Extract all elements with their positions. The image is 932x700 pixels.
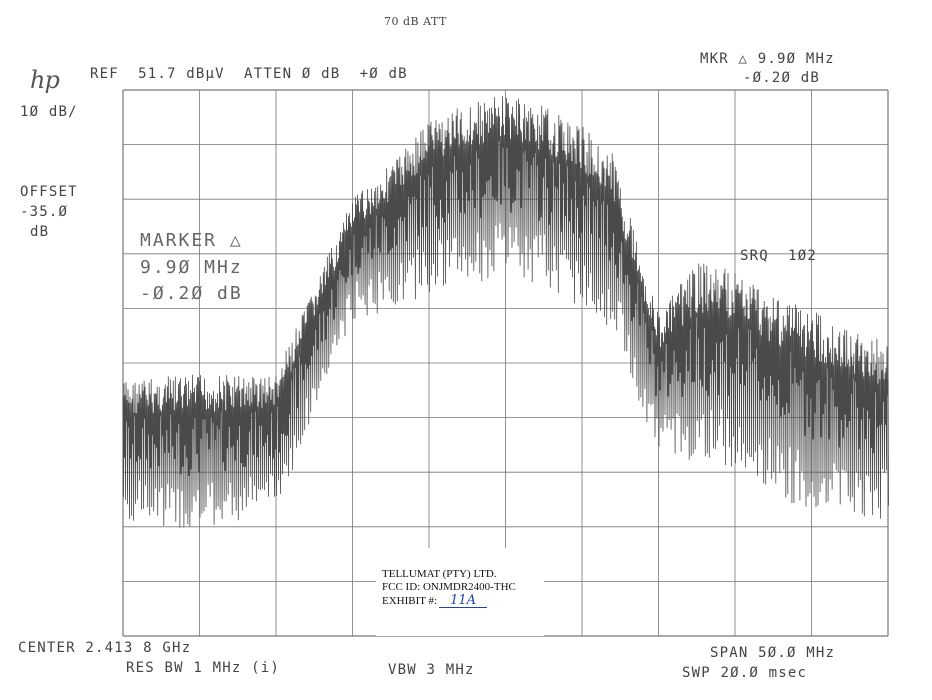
srq-indicator: SRQ 1Ø2 [740,248,818,264]
center-frequency: CENTER 2.413 8 GHz [18,640,192,656]
marker-readout-title: MARKER △ [140,230,243,251]
marker-readout-amp: -Ø.2Ø dB [140,283,243,304]
stamp-fcc-id: FCC ID: ONJMDR2400-THC [382,581,516,593]
scale-per-div: 1Ø dB/ [20,104,78,120]
stamp-exhibit-label: EXHIBIT #: [382,595,438,607]
marker-readout-freq: 9.9Ø MHz [140,257,243,278]
stamp-exhibit: EXHIBIT #: 11A [382,594,544,608]
span: SPAN 5Ø.Ø MHz [710,645,836,661]
offset-value: -35.Ø [20,204,69,220]
stamp-exhibit-number: 11A [439,594,488,608]
ref-level-line: REF 51.7 dBμV ATTEN Ø dB +Ø dB [90,66,408,82]
resolution-bandwidth: RES BW 1 MHz (i) [126,660,281,676]
marker-delta-freq: MKR △ 9.9Ø MHz [700,51,835,67]
video-bandwidth: VBW 3 MHz [388,662,475,678]
stamp-company: TELLUMAT (PTY) LTD. [382,568,497,580]
offset-unit: dB [30,224,50,240]
offset-label: OFFSET [20,184,78,200]
top-note: 70 dB ATT [384,15,447,28]
hp-logo: hp [30,66,60,94]
sweep-time: SWP 2Ø.Ø msec [682,665,808,681]
marker-delta-amp: -Ø.2Ø dB [743,70,821,86]
fcc-exhibit-stamp: TELLUMAT (PTY) LTD. FCC ID: ONJMDR2400-T… [376,548,544,636]
spectrum-trace [122,96,889,528]
